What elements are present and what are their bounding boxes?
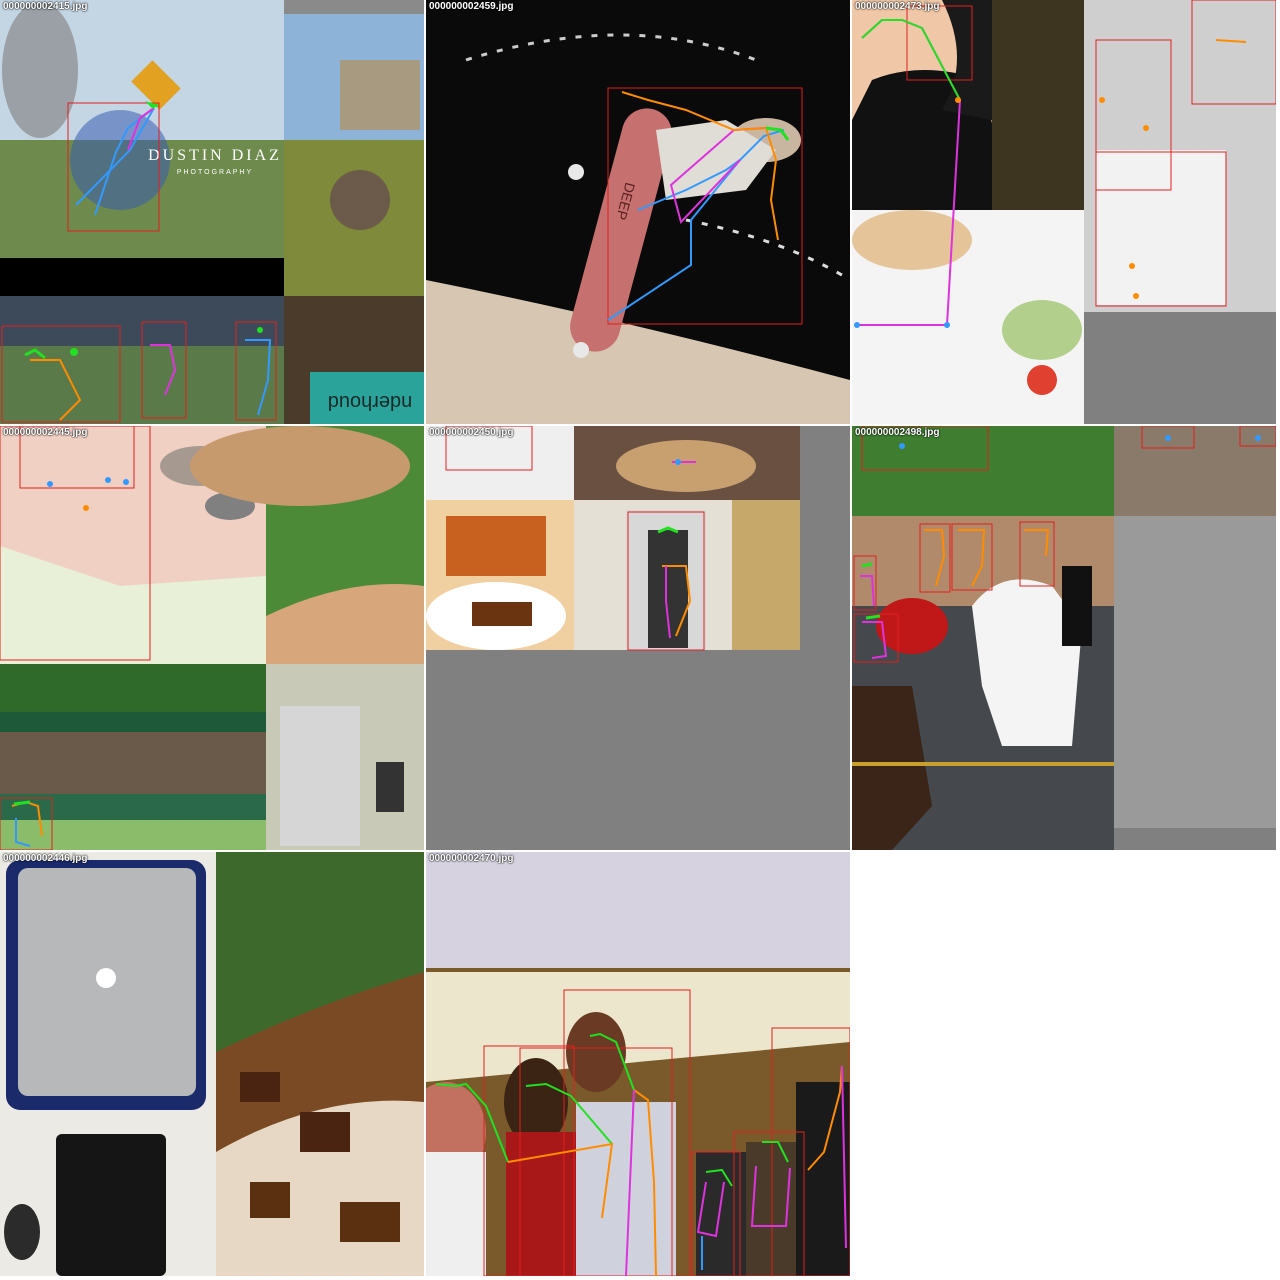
tile-3-scene	[852, 0, 1276, 424]
mosaic-tile-6: 000000002498.jpg	[852, 426, 1276, 850]
mosaic-tile-4: 000000002445.jpg	[0, 426, 424, 850]
tile-filename: 000000002445.jpg	[3, 427, 88, 438]
tile-filename: 000000002498.jpg	[855, 427, 940, 438]
mosaic-tile-7: 000000002446.jpg	[0, 852, 424, 1276]
tile-8-scene	[426, 852, 850, 1276]
tile-4-scene	[0, 426, 424, 850]
tile-5-scene	[426, 426, 850, 850]
tile-filename: 000000002415.jpg	[3, 1, 88, 12]
mosaic-tile-8: 000000002470.jpg	[426, 852, 850, 1276]
tile-filename: 000000002473.jpg	[855, 1, 940, 12]
tile-2-scene: DEEP	[426, 0, 850, 424]
tile-7-scene	[0, 852, 424, 1276]
watermark-title: DUSTIN DIAZ	[148, 147, 282, 164]
mosaic-tile-3: 000000002473.jpg	[852, 0, 1276, 424]
mosaic-tile-5: 000000002450.jpg	[426, 426, 850, 850]
tile-filename: 000000002470.jpg	[429, 853, 514, 864]
tile-filename: 000000002450.jpg	[429, 427, 514, 438]
watermark-subtitle: PHOTOGRAPHY	[177, 169, 253, 176]
tile-6-scene	[852, 426, 1276, 850]
tile-1-scene: DUSTIN DIAZ PHOTOGRAPHY nderhoud	[0, 0, 424, 424]
tile-filename: 000000002459.jpg	[429, 1, 514, 12]
mosaic-tile-2: DEEP 000000002459.jpg	[426, 0, 850, 424]
empty-grid-cell	[852, 852, 1280, 1280]
mosaic-tile-1: DUSTIN DIAZ PHOTOGRAPHY nderhoud 0000000…	[0, 0, 424, 424]
banner-text: nderhoud	[328, 391, 413, 413]
tile-filename: 000000002446.jpg	[3, 853, 88, 864]
